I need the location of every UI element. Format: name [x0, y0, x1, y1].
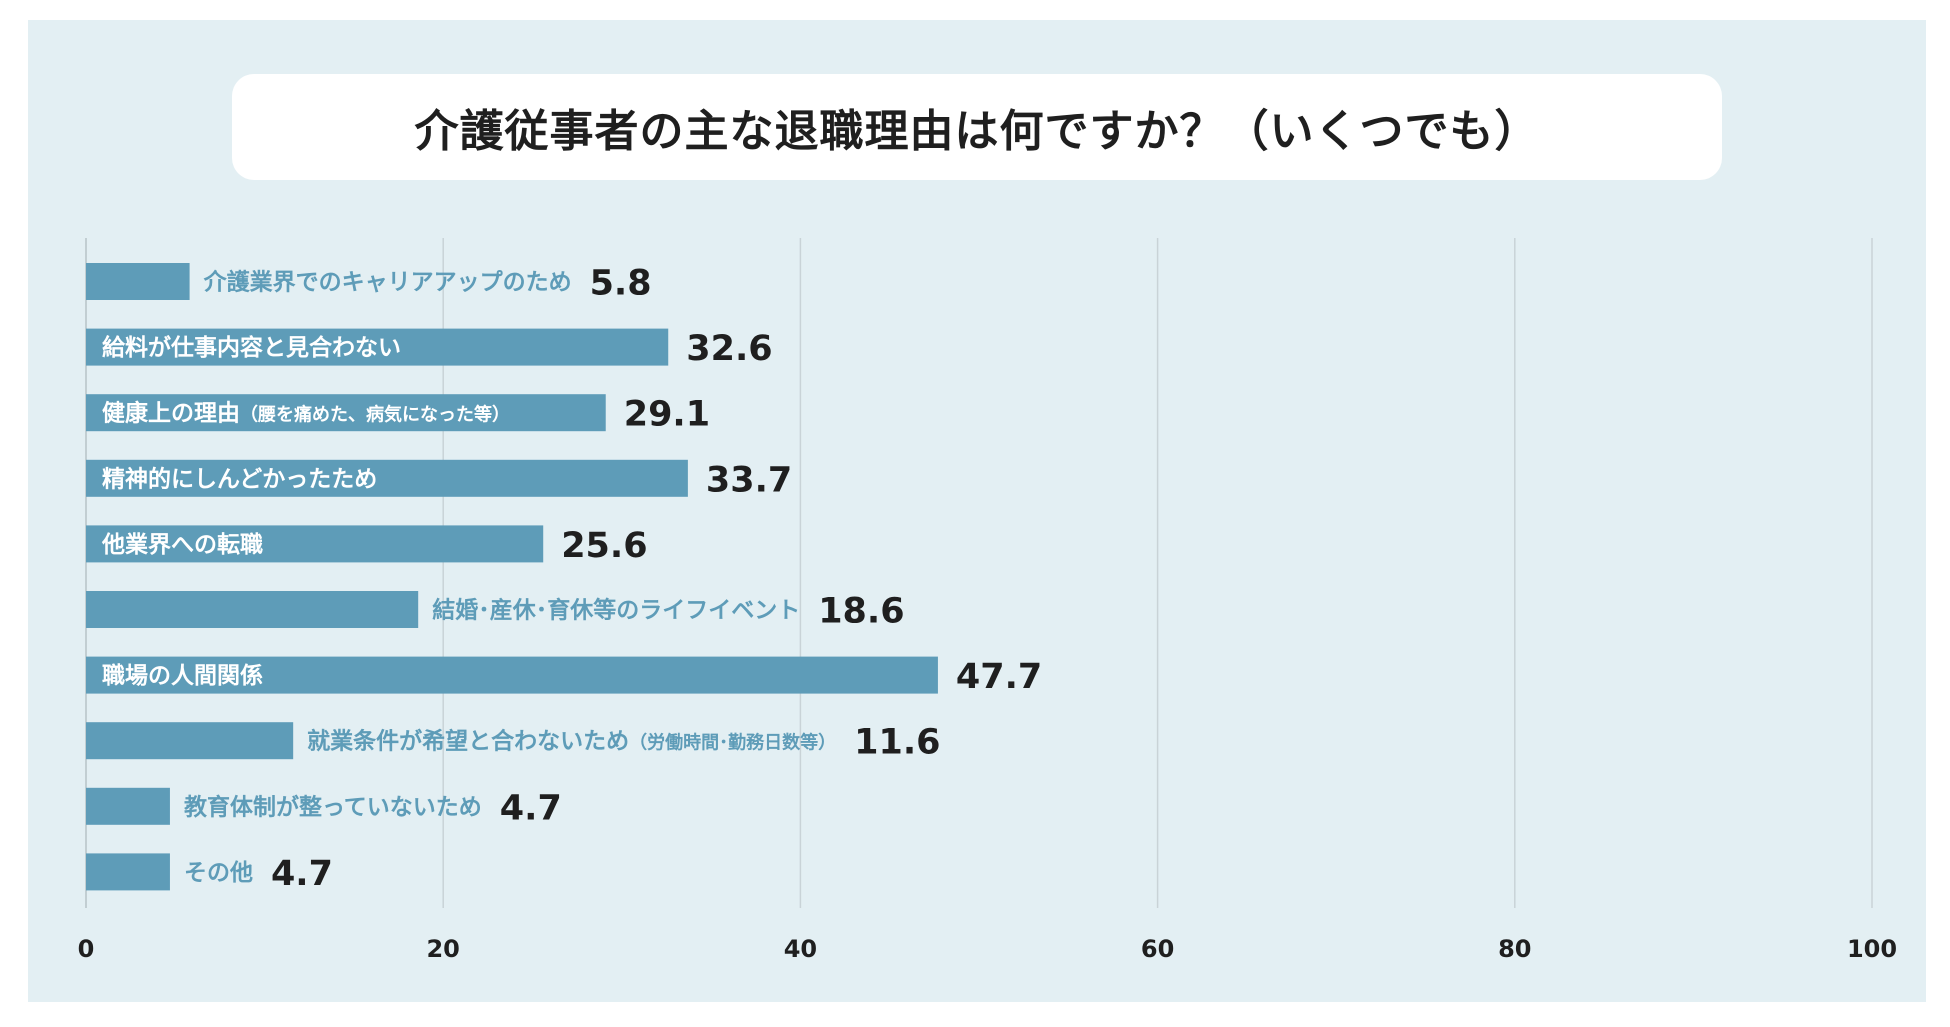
bar-label-2: 給料が仕事内容と見合わない: [102, 334, 401, 361]
bar-label-main-5: 他業界への転職: [101, 531, 263, 558]
bar-label-main-4: 精神的にしんどかったため: [102, 465, 377, 492]
chart-panel: [28, 20, 1926, 1002]
value-label-6: 18.6: [818, 592, 904, 632]
bar-label-main-6: 結婚･産休･育休等のライフイベント: [432, 597, 800, 624]
value-label-9: 4.7: [500, 788, 562, 828]
bar-1: [86, 263, 190, 300]
value-label-5: 25.6: [561, 526, 647, 566]
x-tick-labels: 0 20 40 60 80 100: [78, 935, 1897, 963]
bar-8: [86, 722, 294, 760]
bar-4: [86, 459, 688, 497]
bar-label-sub-3: （腰を痛めた、病気になった等）: [240, 404, 510, 426]
value-label-1: 5.8: [590, 264, 652, 304]
bar-label-7: 職場の人間関係: [102, 662, 263, 689]
bar-label-main-7: 職場の人間関係: [102, 662, 263, 689]
x-tick-label-100: 100: [1847, 935, 1897, 963]
bar-5: [86, 525, 544, 563]
bars: [86, 263, 938, 891]
value-label-8: 11.6: [854, 723, 940, 763]
bar-label-5: 他業界への転職: [101, 531, 263, 558]
bar-label-main-8: 就業条件が希望と合わないため: [307, 728, 629, 755]
value-label-3: 29.1: [624, 395, 710, 435]
value-label-7: 47.7: [956, 657, 1042, 697]
value-label-4: 33.7: [706, 460, 792, 500]
bar-7: [86, 656, 938, 694]
bar-label-main-3: 健康上の理由: [102, 400, 240, 427]
bar-label-main-1: 介護業界でのキャリアアップのため: [203, 269, 572, 296]
bar-6: [86, 591, 419, 628]
bar-label-9: 教育体制が整っていないため: [184, 793, 482, 820]
x-tick-label-20: 20: [426, 935, 459, 963]
bar-label-3: 健康上の理由（腰を痛めた、病気になった等）: [102, 400, 510, 427]
bar-label-main-9: 教育体制が整っていないため: [184, 793, 482, 820]
bar-label-8: 就業条件が希望と合わないため（労働時間･勤務日数等）: [307, 728, 836, 755]
x-tick-label-80: 80: [1498, 935, 1531, 963]
bar-label-6: 結婚･産休･育休等のライフイベント: [432, 597, 800, 624]
bar-labels: 介護業界でのキャリアアップのため給料が仕事内容と見合わない健康上の理由（腰を痛め…: [101, 269, 836, 886]
bar-label-10: その他: [184, 860, 253, 886]
bar-label-1: 介護業界でのキャリアアップのため: [203, 269, 572, 296]
bar-label-4: 精神的にしんどかったため: [102, 465, 377, 492]
x-tick-label-60: 60: [1141, 935, 1174, 963]
value-labels: 5.8 32.6 29.1 33.7 25.6 18.6 47.7 11.6 4.7 4.7: [271, 264, 1042, 894]
bar-2: [86, 328, 669, 366]
bar-10: [86, 853, 170, 891]
bar-3: [86, 394, 606, 432]
x-tick-label-0: 0: [78, 935, 95, 963]
chart-title: 介護従事者の主な退職理由は何ですか？（いくつでも）: [414, 106, 1540, 157]
bar-9: [86, 787, 170, 825]
value-label-10: 4.7: [271, 854, 333, 894]
bar-label-sub-8: （労働時間･勤務日数等）: [629, 732, 836, 754]
bar-label-main-2: 給料が仕事内容と見合わない: [102, 334, 401, 361]
bar-label-main-10: その他: [184, 860, 253, 886]
title-box: 介護従事者の主な退職理由は何ですか？（いくつでも）: [232, 74, 1722, 180]
x-tick-label-40: 40: [784, 935, 817, 963]
value-label-2: 32.6: [686, 329, 772, 369]
